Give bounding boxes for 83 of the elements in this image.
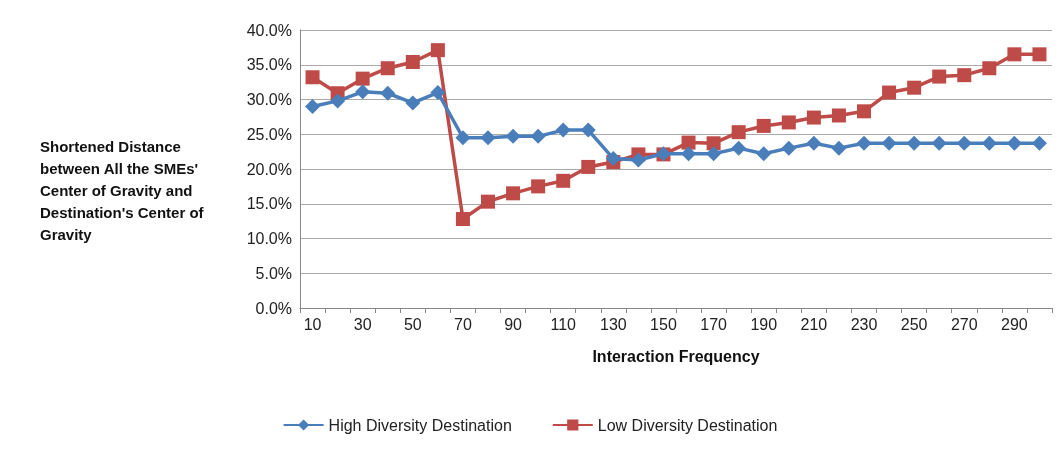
point — [1006, 135, 1022, 151]
legend-label: High Diversity Destination — [328, 416, 512, 434]
y-tick-label: 20.0% — [246, 160, 292, 178]
point — [355, 84, 371, 100]
point — [1007, 47, 1022, 62]
point — [380, 61, 395, 76]
point — [957, 68, 972, 83]
y-tick-label: 5.0% — [255, 264, 292, 282]
point — [580, 122, 596, 138]
point — [906, 135, 922, 151]
point — [731, 125, 746, 140]
point — [630, 152, 646, 168]
point — [806, 110, 821, 125]
y-tick-label: 15.0% — [246, 195, 292, 213]
point — [756, 118, 771, 133]
point — [781, 140, 797, 156]
point — [1031, 135, 1047, 151]
point — [555, 122, 571, 138]
point — [581, 159, 596, 174]
x-tick-label: 210 — [800, 315, 828, 333]
x-tick-label: 50 — [403, 315, 422, 333]
x-tick-label: 110 — [550, 315, 577, 333]
point — [405, 95, 421, 111]
x-tick-label: 90 — [504, 315, 523, 333]
x-tick-label: 290 — [1001, 315, 1028, 333]
x-tick-label: 150 — [650, 315, 677, 333]
x-tick-label: 230 — [850, 315, 878, 333]
y-axis-title: Shortened Distance between All the SMEs' Center of Gravity and Destination's Center of Gravity — [40, 137, 208, 243]
point — [931, 135, 947, 151]
point — [480, 130, 496, 146]
point — [506, 186, 521, 201]
point — [430, 85, 446, 101]
point — [856, 135, 872, 151]
point — [530, 128, 546, 144]
point — [956, 135, 972, 151]
x-tick-label: 170 — [700, 315, 728, 333]
point — [305, 70, 320, 85]
point — [455, 212, 470, 227]
point — [330, 93, 346, 109]
x-tick-label: 70 — [454, 315, 472, 333]
point — [857, 104, 871, 119]
point — [806, 135, 822, 151]
x-tick-label: 130 — [599, 315, 627, 333]
x-tick-label: 10 — [303, 315, 322, 333]
y-tick-label: 25.0% — [246, 125, 292, 143]
point — [605, 151, 621, 167]
point — [1032, 47, 1047, 62]
point — [405, 54, 420, 69]
point — [932, 69, 947, 84]
point — [982, 61, 997, 76]
point — [831, 108, 846, 123]
point — [781, 115, 796, 130]
x-tick-label: 270 — [950, 315, 978, 333]
point — [756, 146, 772, 162]
x-tick-label: 190 — [750, 315, 778, 333]
point — [831, 140, 847, 156]
point — [355, 71, 370, 86]
x-tick-label: 250 — [900, 315, 928, 333]
y-tick-label: 40.0% — [246, 21, 292, 39]
point — [481, 194, 495, 209]
point — [981, 135, 997, 151]
point — [430, 43, 445, 58]
point — [706, 146, 722, 162]
point — [881, 135, 897, 151]
y-tick-label: 30.0% — [246, 91, 292, 108]
x-tick-label: 30 — [353, 315, 372, 333]
point — [455, 130, 471, 146]
y-tick-label: 0.0% — [255, 299, 292, 317]
x-axis-title: Interaction Frequency — [592, 347, 760, 365]
legend-label: Low Diversity Destination — [597, 416, 778, 434]
point — [305, 98, 321, 114]
point — [706, 136, 721, 151]
point — [505, 128, 521, 144]
y-tick-label: 10.0% — [246, 230, 292, 247]
point — [681, 135, 696, 150]
point — [907, 80, 922, 95]
point — [731, 140, 747, 156]
point — [380, 85, 396, 101]
point — [882, 85, 897, 100]
y-tick-label: 35.0% — [246, 56, 292, 74]
point — [531, 179, 546, 194]
point — [681, 146, 697, 162]
point — [556, 173, 571, 188]
